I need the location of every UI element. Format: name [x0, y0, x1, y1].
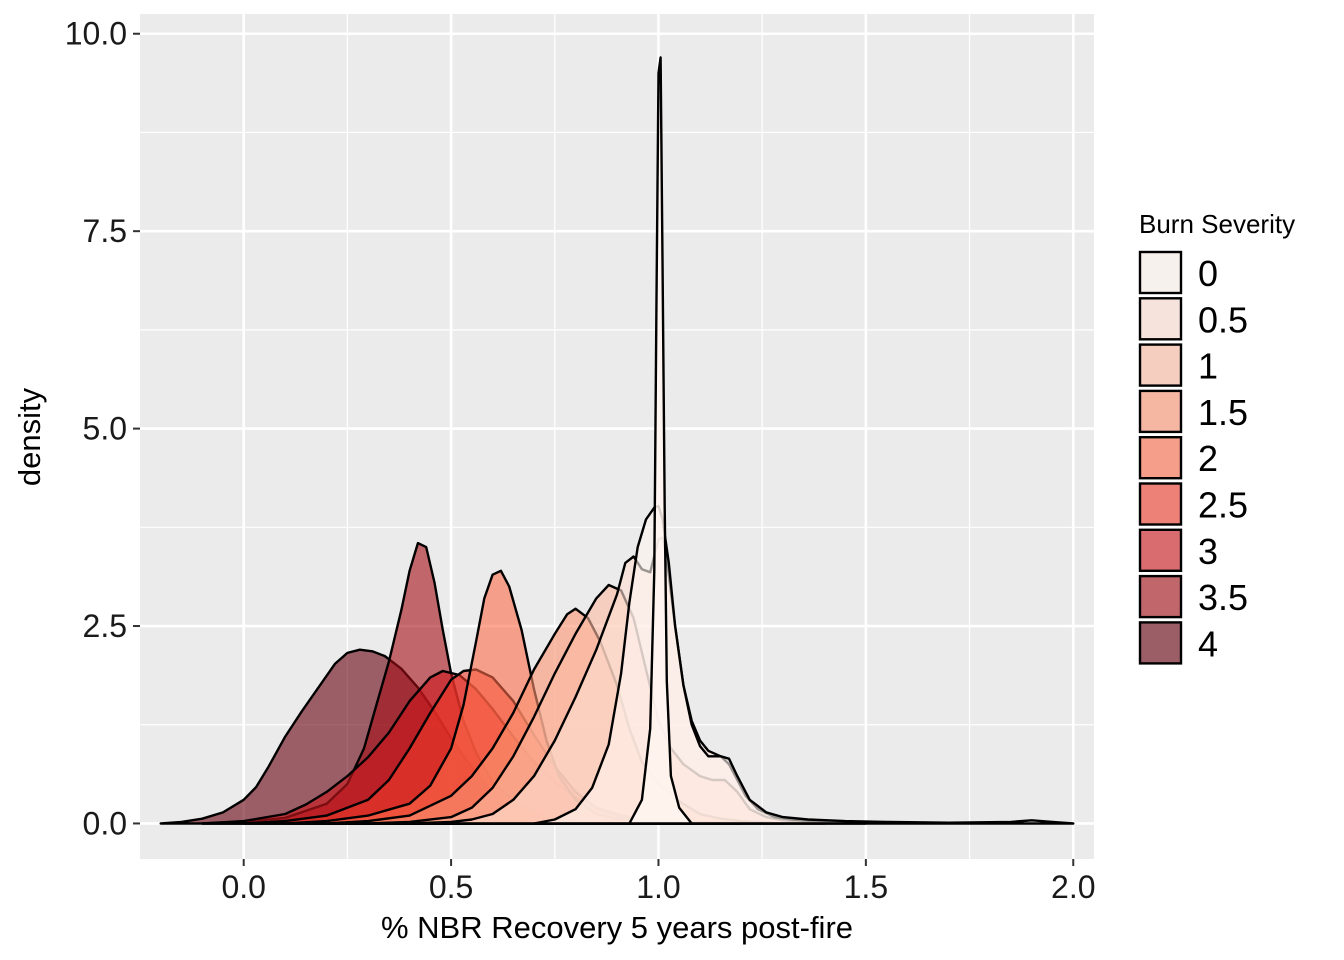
legend-items: 0 0.5 1 1.5 2 2.5 3 3.5 4	[1138, 250, 1248, 665]
legend-label-1: 1	[1198, 346, 1218, 387]
density-spike-0	[628, 56, 693, 825]
legend-swatch-4	[1138, 621, 1183, 665]
y-axis-title: density	[12, 387, 47, 486]
legend-swatch-3-5	[1138, 574, 1183, 619]
legend-label-2-5: 2.5	[1198, 485, 1248, 526]
legend-title: Burn Severity	[1139, 209, 1295, 239]
legend-label-1-5: 1.5	[1198, 392, 1248, 433]
legend-label-2: 2	[1198, 438, 1218, 479]
legend-swatch-2	[1138, 436, 1183, 480]
minor-gridlines	[140, 14, 1094, 859]
legend-label-3-5: 3.5	[1198, 577, 1248, 618]
legend-label-4: 4	[1198, 623, 1218, 664]
y-tick-label: 7.5	[83, 213, 127, 249]
legend-swatch-1	[1138, 343, 1183, 387]
x-tick-label: 2.0	[1051, 869, 1095, 905]
x-tick-label: 1.5	[844, 869, 888, 905]
legend-label-3: 3	[1198, 531, 1218, 572]
legend-swatch-3	[1138, 528, 1183, 572]
x-tick-label: 0.5	[429, 869, 473, 905]
legend-swatch-0-5	[1138, 297, 1183, 341]
x-tick-label: 1.0	[636, 869, 680, 905]
y-tick-label: 0.0	[83, 805, 127, 841]
y-axis: 0.0 2.5 5.0 7.5 10.0	[65, 16, 140, 841]
y-tick-label: 5.0	[83, 411, 127, 447]
density-areas	[159, 56, 1075, 825]
legend-label-0-5: 0.5	[1198, 299, 1248, 340]
legend: Burn Severity 0 0.5 1 1.5 2 2.5 3 3.5 4	[1138, 209, 1295, 665]
x-tick-label: 0.0	[221, 869, 265, 905]
y-tick-label: 2.5	[83, 608, 127, 644]
legend-label-0: 0	[1198, 253, 1218, 294]
legend-swatch-2-5	[1138, 482, 1183, 526]
y-tick-label: 10.0	[65, 16, 127, 52]
legend-swatch-0	[1138, 250, 1183, 295]
x-axis-title: % NBR Recovery 5 years post-fire	[381, 910, 853, 945]
x-axis: 0.0 0.5 1.0 1.5 2.0	[221, 859, 1096, 905]
legend-swatch-1-5	[1138, 389, 1183, 434]
